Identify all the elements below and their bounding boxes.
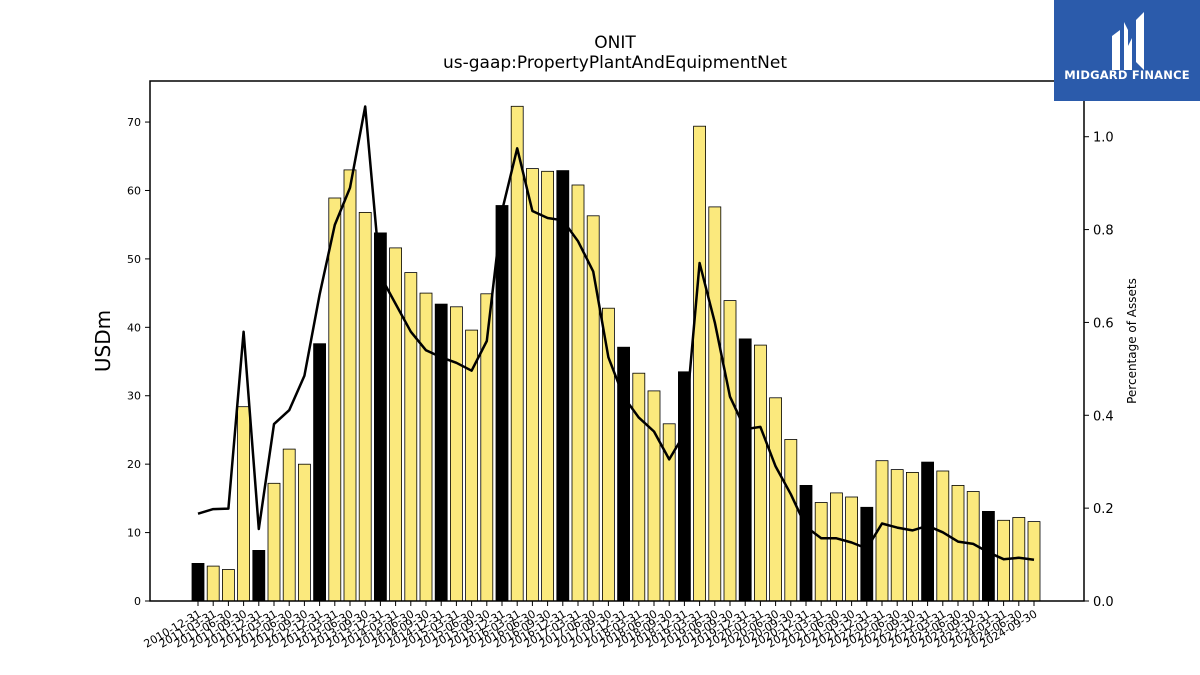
bar (267, 482, 281, 602)
bar (313, 343, 327, 602)
y-left-tick-label: 30 (127, 390, 141, 403)
bar (693, 125, 706, 602)
midgard-finance-logo: MIDGARD FINANCE (1054, 0, 1200, 101)
logo-mark-icon (1112, 12, 1144, 70)
bar (1027, 521, 1041, 602)
bar (769, 397, 782, 602)
bar (708, 206, 722, 602)
bar (830, 492, 843, 602)
y-left-tick-label: 0 (134, 595, 141, 608)
chart-subtitle: us-gaap:PropertyPlantAndEquipmentNet (443, 53, 787, 73)
y-right-tick-label: 0.0 (1093, 595, 1114, 610)
bar (328, 197, 342, 602)
bar (784, 439, 798, 602)
y-left-tick-label: 50 (127, 253, 141, 266)
bar (556, 170, 570, 602)
bar (510, 105, 524, 602)
bar (678, 371, 691, 602)
bar (358, 211, 372, 602)
bar (860, 506, 874, 602)
bar (389, 247, 403, 602)
bar (282, 448, 296, 602)
bar (343, 169, 357, 602)
bar (799, 484, 813, 602)
bar (647, 390, 661, 602)
bar (434, 303, 448, 602)
bar (982, 510, 995, 602)
y-left-tick-label: 60 (127, 184, 141, 197)
bar (252, 550, 266, 602)
chart-title: ONIT (594, 33, 636, 53)
bar (419, 292, 433, 602)
y-right-tick-label: 0.4 (1093, 409, 1114, 424)
bar (206, 565, 220, 602)
bar (449, 306, 463, 602)
y-left-tick-label: 10 (127, 527, 141, 540)
bar (738, 338, 752, 602)
y-left-tick-label: 70 (127, 116, 141, 129)
y-left-tick-label: 20 (127, 458, 141, 471)
bar (373, 232, 387, 602)
y-right-tick-label: 0.6 (1093, 316, 1114, 331)
bar (890, 469, 904, 602)
bar (997, 519, 1010, 602)
bar (297, 463, 311, 602)
plot-frame (149, 80, 1085, 602)
bar (495, 205, 509, 602)
logo-text: MIDGARD FINANCE (1064, 68, 1190, 82)
bar (237, 406, 251, 602)
y-right-tick-label: 0.8 (1093, 224, 1114, 239)
bar (845, 496, 858, 602)
bar (754, 344, 767, 602)
bar (541, 170, 554, 602)
bar (526, 168, 539, 602)
bar (221, 569, 235, 602)
bar (191, 563, 205, 602)
bar (906, 471, 919, 602)
y-left-tick-label: 40 (127, 321, 141, 334)
y-right-tick-label: 1.0 (1093, 131, 1114, 146)
y-left-axis-label: USDm (91, 310, 115, 372)
percentage-line (197, 105, 1035, 561)
y-right-axis-label: Percentage of Assets (1125, 278, 1139, 404)
y-right-tick-label: 0.2 (1093, 502, 1114, 517)
bar (632, 372, 646, 602)
bar (723, 300, 737, 602)
bar (921, 461, 934, 602)
bar (814, 502, 828, 602)
